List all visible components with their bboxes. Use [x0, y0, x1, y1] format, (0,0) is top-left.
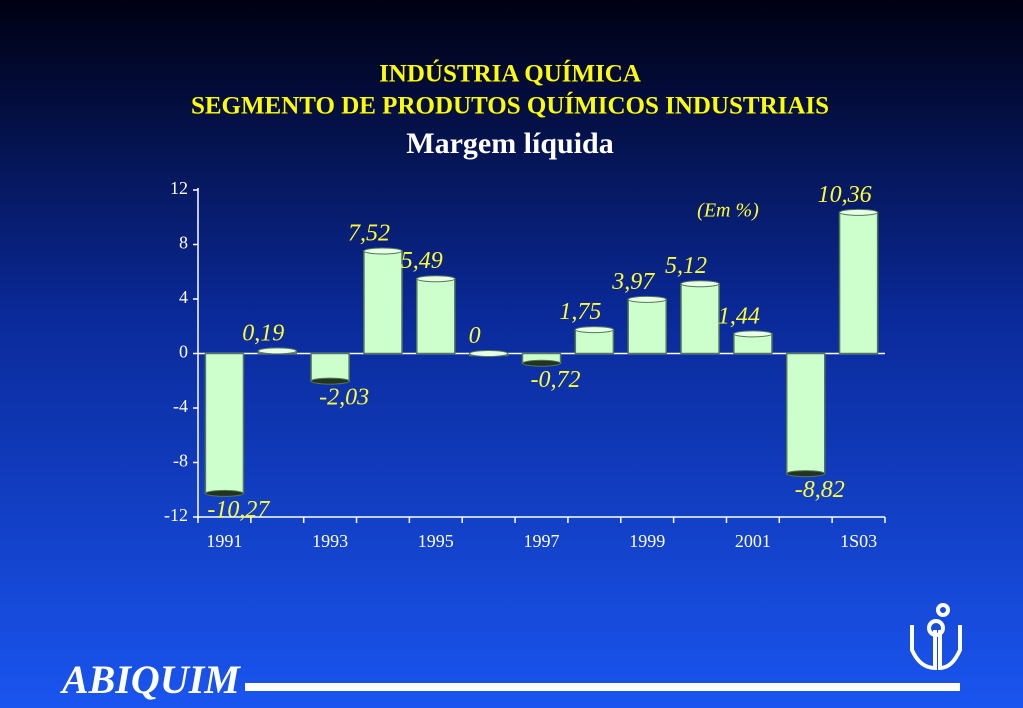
bar-cap [574, 326, 614, 334]
bar-cap [257, 347, 297, 355]
x-tick-label: 1993 [312, 531, 348, 551]
y-tick-label: 0 [179, 342, 188, 362]
bar [574, 328, 615, 355]
x-tick-label: 1991 [206, 531, 242, 551]
bar [680, 282, 720, 355]
bar-cap [310, 377, 350, 385]
value-label: 5,12 [665, 253, 707, 279]
value-label: 7,52 [348, 221, 390, 247]
value-label: -0,72 [531, 367, 581, 393]
bar-cap [733, 330, 773, 338]
bar [838, 211, 879, 355]
y-tick-label: 8 [179, 233, 188, 253]
chart-heading: Margem líquida [406, 127, 614, 160]
bar-cap [204, 489, 244, 497]
y-tick-label: -4 [173, 396, 188, 416]
bar-cap [363, 247, 403, 255]
value-label: 0 [469, 323, 481, 349]
value-label: 0,19 [242, 320, 284, 346]
value-label: 1,75 [559, 299, 601, 325]
logo-line [245, 683, 960, 691]
value-label: 3,97 [611, 269, 655, 295]
bar-cap [680, 280, 720, 288]
y-tick-label: 4 [179, 287, 188, 307]
x-tick-label: 1999 [629, 531, 665, 551]
bar [310, 352, 350, 382]
bar [204, 352, 245, 495]
chart-title: INDÚSTRIA QUÍMICA [379, 60, 641, 88]
bar-cap [839, 208, 879, 216]
annotation: (Em %) [697, 200, 759, 222]
x-tick-label: 1S03 [840, 531, 877, 551]
bar-cap [469, 350, 509, 357]
x-tick-label: 1997 [524, 531, 560, 551]
y-tick-label: -12 [164, 505, 188, 525]
x-tick-label: 1995 [418, 531, 454, 551]
logo-icon [910, 603, 962, 671]
bar [416, 277, 456, 355]
bar-cap [416, 275, 456, 283]
value-label: -10,27 [207, 497, 270, 523]
bar [363, 250, 403, 355]
value-label: 1,44 [718, 303, 760, 329]
bar-cap [786, 470, 826, 478]
bar-cap [521, 359, 562, 367]
bar [627, 298, 667, 355]
x-tick-label: 2001 [735, 531, 771, 551]
logo: ABIQUIM [59, 657, 241, 702]
bar-cap [627, 295, 667, 303]
y-tick-label: 12 [170, 178, 188, 198]
bar [785, 352, 826, 475]
value-label: -2,03 [319, 385, 369, 411]
y-tick-label: -8 [173, 451, 188, 471]
value-label: 10,36 [818, 182, 872, 208]
value-label: -8,82 [795, 477, 845, 503]
chart-subtitle: SEGMENTO DE PRODUTOS QUÍMICOS INDUSTRIAI… [191, 92, 829, 120]
value-label: 5,49 [401, 248, 443, 274]
